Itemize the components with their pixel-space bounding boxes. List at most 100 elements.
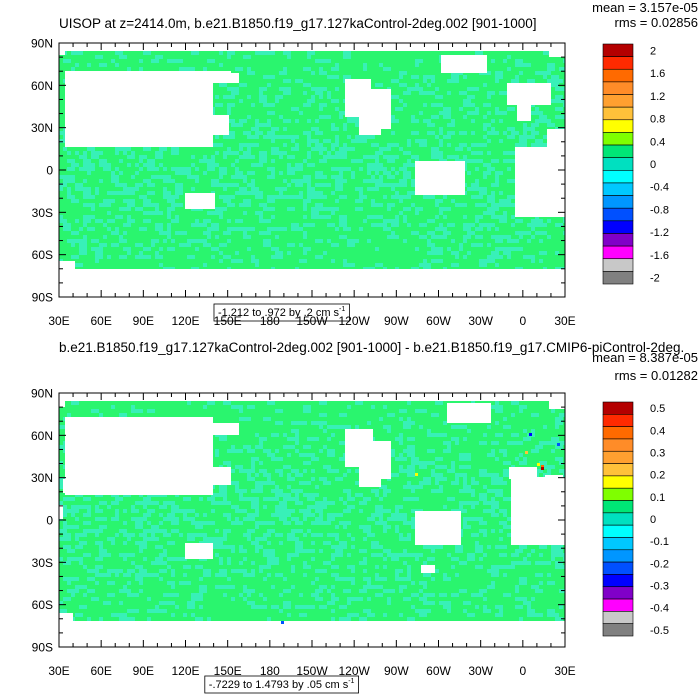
colorbar-box <box>602 549 634 563</box>
colorbar-box <box>602 500 634 514</box>
colorbar-label: 1.6 <box>650 68 665 80</box>
y-tick-label: 90N <box>31 37 53 51</box>
colorbar-label: 0 <box>650 514 656 526</box>
colorbar-box <box>602 182 634 196</box>
range-box-border <box>204 675 359 694</box>
colorbar-box <box>602 220 634 234</box>
range-box-border <box>213 303 350 322</box>
colorbar-label: 0.4 <box>650 425 665 437</box>
colorbar-label: -0.4 <box>650 182 669 194</box>
colorbar-box <box>602 475 634 489</box>
colorbar-box <box>602 119 634 133</box>
x-tick-label: 0 <box>519 314 526 328</box>
x-tick-label: 30E <box>48 314 69 328</box>
range-label: -.7229 to 1.4793 by .05 cm s-1 <box>209 678 355 691</box>
x-tick-label: 30E <box>554 314 575 328</box>
y-tick-label: 0 <box>46 514 53 528</box>
x-tick-label: 90E <box>133 664 154 678</box>
chart-title: UISOP at z=2414.0m, b.e21.B1850.f19_g17.… <box>59 16 536 31</box>
y-tick-label: 90S <box>32 641 53 655</box>
units-superscript: -1 <box>339 306 345 313</box>
x-tick-label: 150E <box>214 664 242 678</box>
colorbar-label: -0.2 <box>650 558 669 570</box>
x-tick-label: 180 <box>260 664 280 678</box>
colorbar-label: 0.1 <box>650 492 665 504</box>
stat-text: mean = 8.387e-05 <box>592 350 698 365</box>
x-tick-label: 90E <box>133 314 154 328</box>
colorbar-box <box>602 271 634 285</box>
colorbar-label: 0.2 <box>650 470 665 482</box>
x-tick-label: 60E <box>90 314 111 328</box>
x-tick-label: 30W <box>468 664 493 678</box>
units-superscript: -1 <box>348 678 354 685</box>
colorbar-box <box>602 233 634 247</box>
y-tick-label: 30N <box>31 121 53 135</box>
colorbar-box <box>602 426 634 440</box>
colorbar-label: -1.2 <box>650 227 669 239</box>
colorbar-label: 0.3 <box>650 447 665 459</box>
colorbar-box <box>602 598 634 612</box>
x-tick-label: 90W <box>384 664 409 678</box>
range-text: -1.212 to .972 by .2 cm s <box>218 307 340 319</box>
colorbar: 2 1.6 1.2 0.8 0.4 0 -0.4 -0.8 -1.2 -1.6 -2 <box>602 43 669 285</box>
range-label-box: -1.212 to .972 by .2 cm s-1 <box>213 303 350 322</box>
colorbar-box <box>602 56 634 70</box>
range-label-box: -.7229 to 1.4793 by .05 cm s-1 <box>204 675 359 694</box>
x-tick-label: 0 <box>519 664 526 678</box>
colorbar-box <box>602 106 634 121</box>
y-tick-label: 30S <box>32 206 53 220</box>
x-tick-label: 120W <box>338 314 370 328</box>
colorbar-box <box>602 195 634 209</box>
colorbar-box <box>602 144 634 158</box>
colorbar-box <box>602 463 634 477</box>
colorbar-box <box>602 157 634 171</box>
x-tick-label: 60W <box>426 314 451 328</box>
colorbar: 0.5 0.4 0.3 0.2 0.1 0 -0.1 -0.2 -0.3 -0.4 -0.5 <box>602 401 669 637</box>
colorbar-label: -1.6 <box>650 250 669 262</box>
colorbar-box <box>602 574 634 588</box>
y-tick-label: 30N <box>31 471 53 485</box>
colorbar-box <box>602 487 634 501</box>
range-text: -.7229 to 1.4793 by .05 cm s <box>209 679 349 691</box>
colorbar-label: 0.5 <box>650 403 665 415</box>
colorbar-box <box>602 512 634 526</box>
colorbar-label: -0.8 <box>650 204 669 216</box>
x-tick-label: 30W <box>468 314 493 328</box>
colorbar-label: -0.4 <box>650 603 669 615</box>
colorbar-box <box>602 450 634 464</box>
x-tick-label: 60W <box>426 664 451 678</box>
panel-2: mean = 8.387e-05 rms = 0.01282 b.e21.B1850… <box>31 340 698 694</box>
x-tick-label: 120E <box>171 664 199 678</box>
colorbar-label: -2 <box>650 273 660 285</box>
y-tick-label: 60S <box>32 248 53 262</box>
colorbar-box <box>602 561 634 575</box>
colorbar-box <box>602 438 634 452</box>
colorbar-label: 0 <box>650 159 656 171</box>
x-tick-label: 60E <box>90 664 111 678</box>
stat-text: rms = 0.01282 <box>615 368 698 383</box>
x-tick-label: 120E <box>171 314 199 328</box>
y-tick-label: 60N <box>31 429 53 443</box>
range-label: -1.212 to .972 by .2 cm s-1 <box>218 306 345 319</box>
colorbar-label: -0.3 <box>650 581 669 593</box>
colorbar-box <box>602 623 634 637</box>
anomaly-specks <box>281 433 560 624</box>
colorbar-label: -0.5 <box>650 625 669 637</box>
colorbar-box <box>602 258 634 272</box>
y-tick-label: 60N <box>31 79 53 93</box>
colorbar-box <box>602 132 634 146</box>
x-tick-label: 30E <box>48 664 69 678</box>
colorbar-box <box>602 207 634 222</box>
colorbar-label: -0.1 <box>650 536 669 548</box>
y-tick-label: 90S <box>32 291 53 305</box>
x-tick-label: 30E <box>554 664 575 678</box>
data-field <box>59 393 565 647</box>
colorbar-box <box>602 81 634 95</box>
colorbar-box <box>602 414 634 427</box>
stat-text: rms = 0.02856 <box>615 15 698 30</box>
x-tick-label: 150W <box>296 664 328 678</box>
colorbar-box <box>602 94 634 108</box>
colorbar-label: 0.4 <box>650 136 665 148</box>
